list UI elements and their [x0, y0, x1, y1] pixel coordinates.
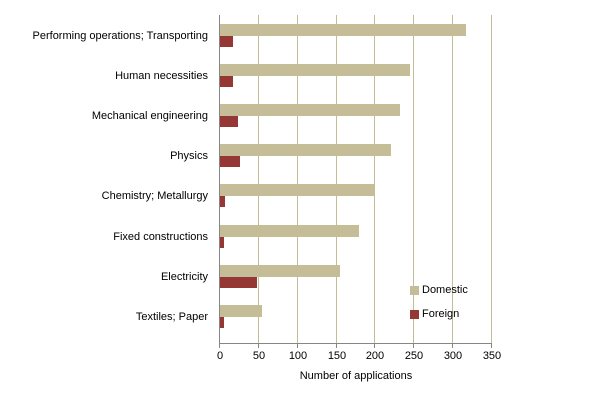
- legend-item-foreign: Foreign: [410, 308, 459, 320]
- gridline: [413, 15, 414, 344]
- bar-foreign: [220, 237, 224, 248]
- x-tick: [258, 343, 259, 348]
- category-label: Mechanical engineering: [91, 110, 208, 122]
- category-label: Chemistry; Metallurgy: [101, 190, 208, 202]
- x-tick: [219, 343, 220, 348]
- gridline: [336, 15, 337, 344]
- bar-domestic: [220, 104, 400, 116]
- x-tick-label: 300: [443, 350, 463, 362]
- legend-item-domestic: Domestic: [410, 284, 468, 296]
- bar-domestic: [220, 144, 391, 156]
- x-tick-label: 350: [482, 350, 502, 362]
- x-tick-label: 0: [216, 350, 224, 362]
- category-label: Physics: [170, 150, 208, 162]
- category-label: Human necessities: [115, 70, 208, 82]
- category-label: Textiles; Paper: [135, 311, 208, 323]
- bar-foreign: [220, 156, 240, 167]
- x-tick: [491, 343, 492, 348]
- gridline: [258, 15, 259, 344]
- category-label: Electricity: [160, 271, 208, 283]
- x-tick: [452, 343, 453, 348]
- legend-swatch-domestic: [410, 285, 419, 295]
- bar-domestic: [220, 64, 410, 76]
- x-tick-label: 50: [252, 350, 266, 362]
- bar-foreign: [220, 76, 233, 87]
- category-label: Fixed constructions: [113, 231, 208, 243]
- x-tick-label: 150: [327, 350, 347, 362]
- bar-foreign: [220, 116, 238, 127]
- bar-foreign: [220, 196, 225, 207]
- bar-foreign: [220, 317, 224, 328]
- bar-domestic: [220, 24, 466, 36]
- bar-foreign: [220, 277, 257, 288]
- x-tick-label: 250: [404, 350, 424, 362]
- x-axis-label: Number of applications: [299, 370, 413, 382]
- bar-foreign: [220, 36, 233, 47]
- legend-swatch-foreign: [410, 309, 419, 319]
- category-label: Performing operations; Transporting: [32, 30, 208, 42]
- x-tick-label: 100: [288, 350, 308, 362]
- gridline: [297, 15, 298, 344]
- x-tick: [413, 343, 414, 348]
- legend-label: Domestic: [422, 284, 468, 296]
- legend-label: Foreign: [422, 308, 460, 320]
- x-tick: [297, 343, 298, 348]
- bar-domestic: [220, 184, 374, 196]
- gridline: [491, 15, 492, 344]
- x-axis: [219, 343, 492, 344]
- x-tick: [374, 343, 375, 348]
- y-axis: [219, 15, 220, 344]
- gridline: [452, 15, 453, 344]
- gridline: [374, 15, 375, 344]
- bar-domestic: [220, 305, 262, 317]
- x-tick-label: 200: [365, 350, 385, 362]
- x-tick: [336, 343, 337, 348]
- bar-domestic: [220, 265, 340, 277]
- bar-domestic: [220, 225, 359, 237]
